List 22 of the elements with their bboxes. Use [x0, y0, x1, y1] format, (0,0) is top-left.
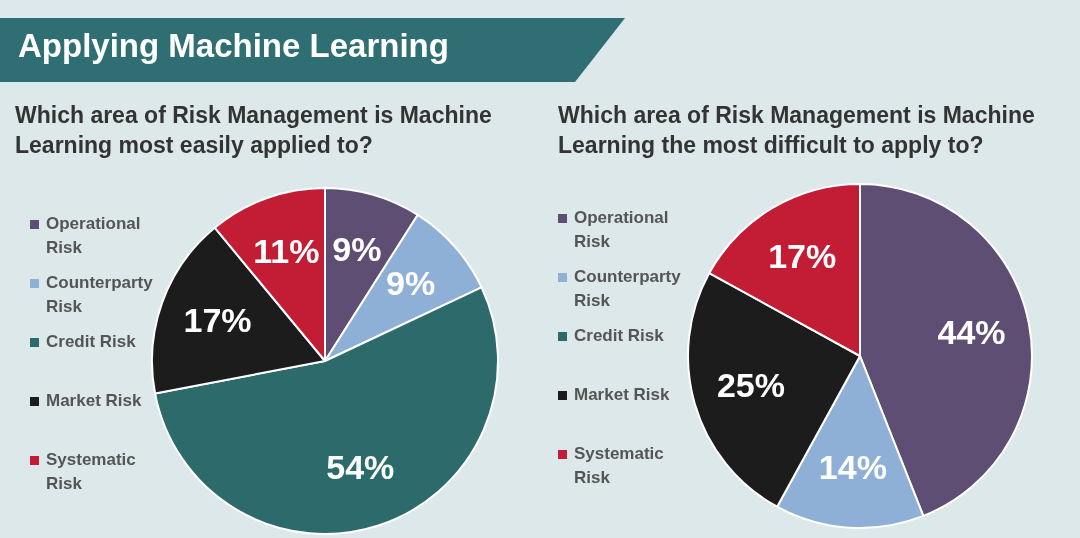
data-label: 25% [716, 366, 786, 405]
chart-subtitle: Which area of Risk Management is Machine Learning most easily applied to? [15, 101, 493, 160]
legend-label: Operational Risk [45, 213, 142, 259]
legend-label: Systematic Risk [45, 449, 137, 495]
legend-label: Credit Risk [45, 331, 137, 353]
legend-label: Market Risk [45, 390, 143, 412]
data-label: 44% [937, 313, 1006, 352]
legend-label: Counterparty Risk [573, 266, 682, 312]
data-label: 14% [818, 447, 887, 486]
legend-label: Systematic Risk [573, 443, 665, 489]
chart-title: Applying Machine Learning [18, 27, 449, 65]
legend-label: Counterparty Risk [45, 272, 154, 318]
data-label: 11% [253, 231, 320, 270]
legend-label: Credit Risk [573, 325, 665, 347]
data-label: 17% [183, 300, 252, 339]
chart-title: Which area of Risk Management is Machine Learning the most difficult to apply to? [558, 101, 1036, 160]
legend-label: Operational Risk [573, 207, 670, 253]
data-label: 54% [326, 447, 395, 486]
data-label: 9% [386, 263, 436, 302]
data-label: 17% [768, 236, 837, 275]
legend-label: Market Risk [573, 384, 671, 406]
data-label: 9% [332, 229, 382, 268]
